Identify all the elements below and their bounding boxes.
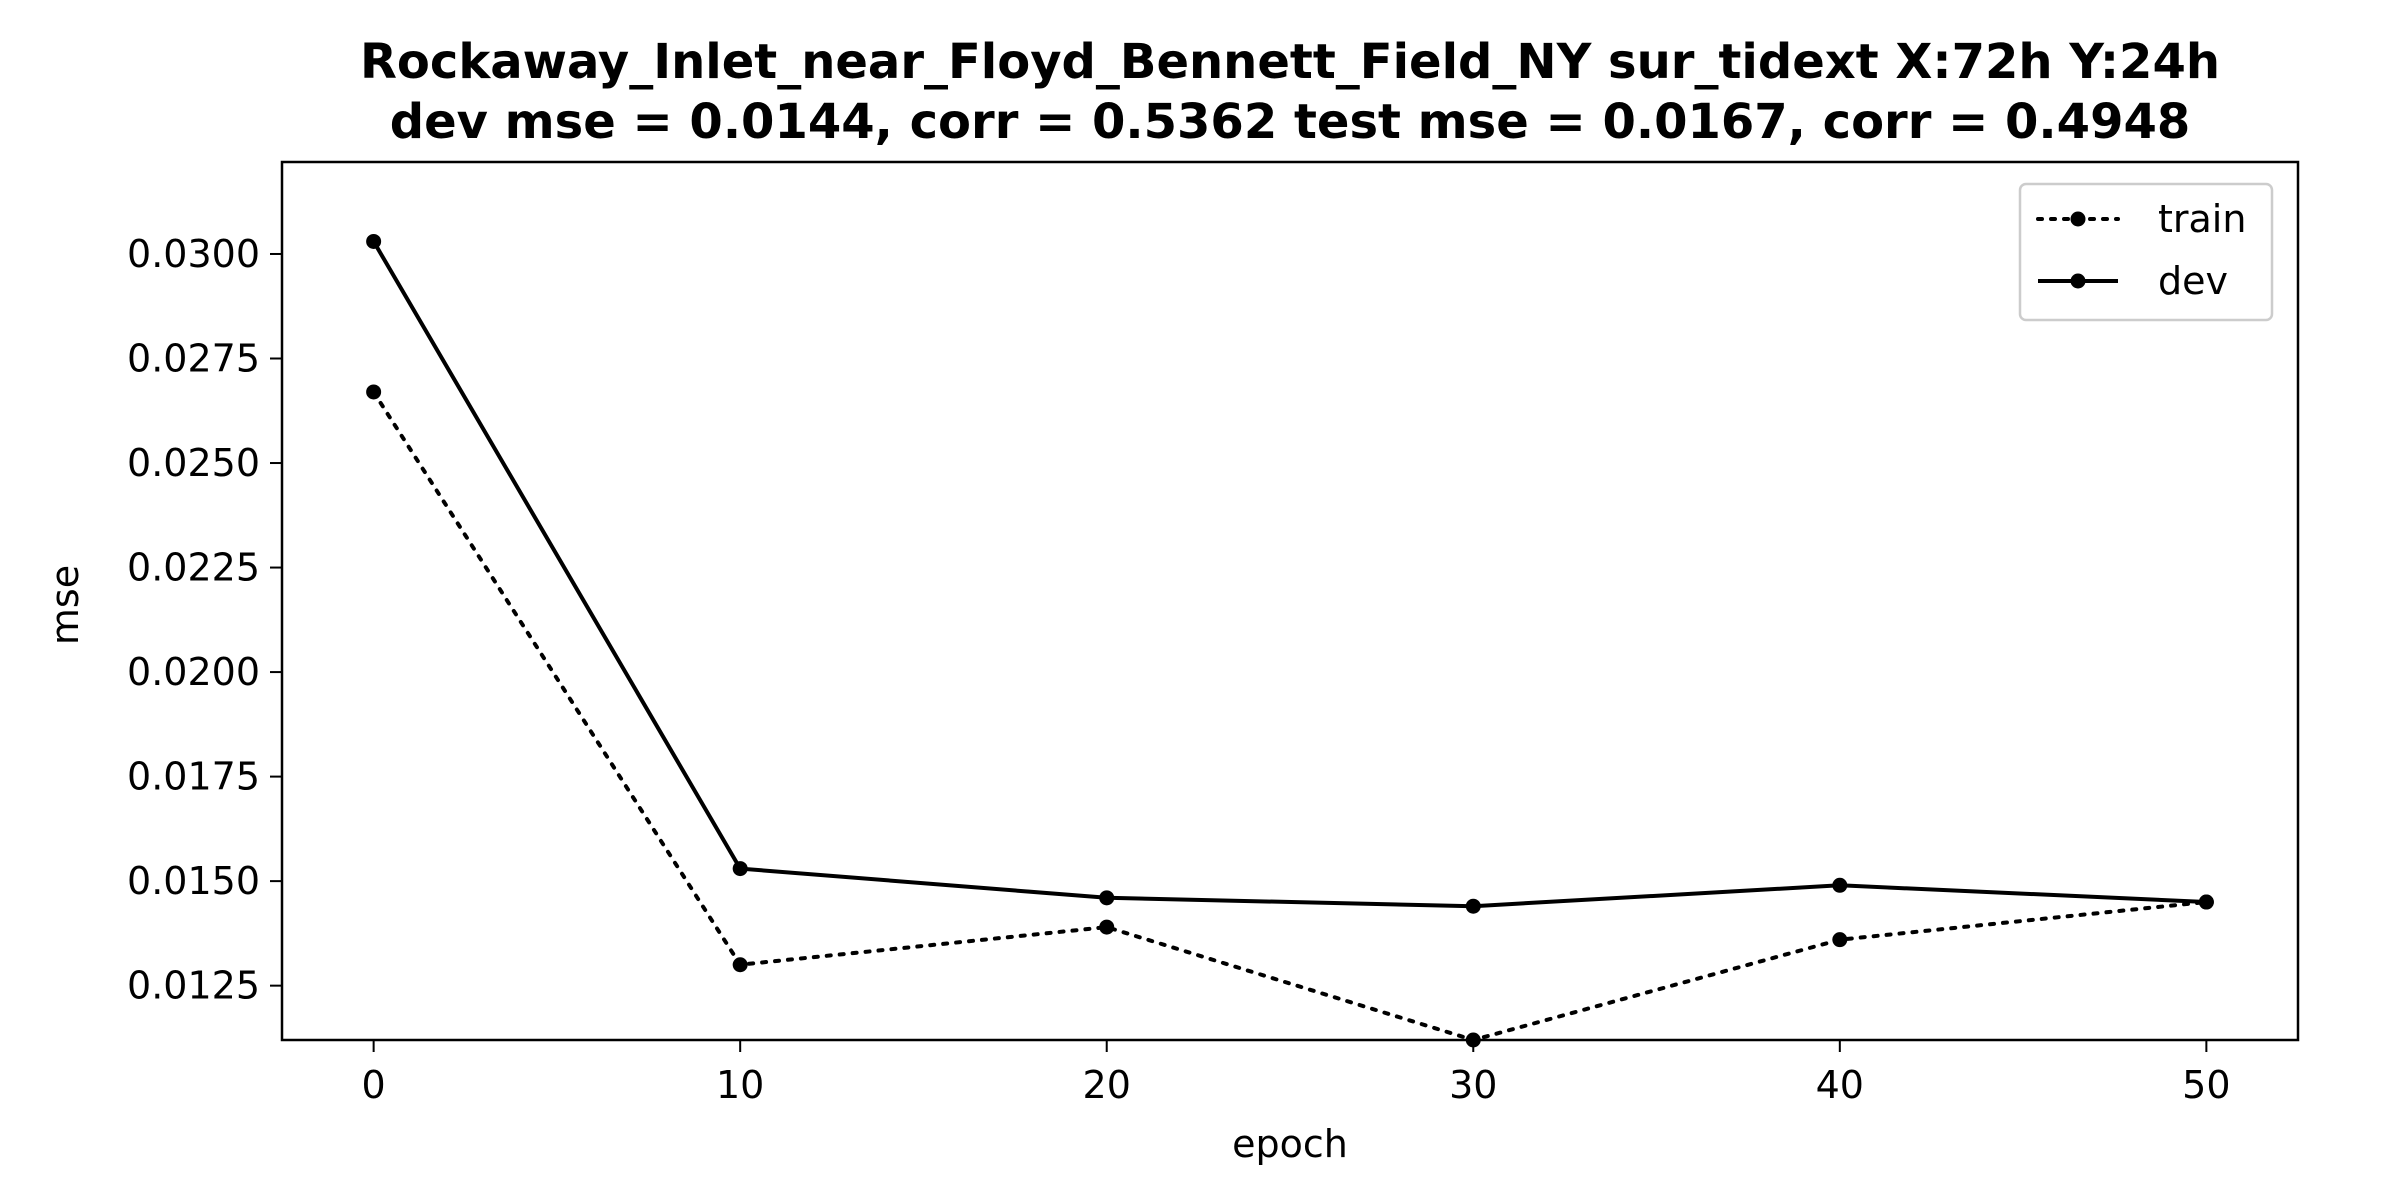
y-tick-label: 0.0125 xyxy=(127,964,260,1008)
legend-label-train: train xyxy=(2158,197,2246,241)
x-tick-label: 10 xyxy=(716,1063,764,1107)
chart-subtitle: dev mse = 0.0144, corr = 0.5362 test mse… xyxy=(390,94,2191,150)
chart-title: Rockaway_Inlet_near_Floyd_Bennett_Field_… xyxy=(360,34,2220,90)
data-point-train xyxy=(1832,932,1848,948)
x-tick-label: 20 xyxy=(1083,1063,1131,1107)
data-point-dev xyxy=(732,861,748,877)
legend-label-dev: dev xyxy=(2158,259,2228,303)
legend: train dev xyxy=(2018,182,2274,322)
x-tick-label: 50 xyxy=(2182,1063,2230,1107)
data-point-dev xyxy=(1832,877,1848,893)
plot-area: 0 10 20 30 40 50 0.0125 0.0150 0.0175 0.0200 0.022… xyxy=(127,160,2300,1107)
y-tick-label: 0.0275 xyxy=(127,337,260,381)
x-tick-label: 0 xyxy=(362,1063,386,1107)
data-point-dev xyxy=(1099,890,1115,906)
legend-marker-train xyxy=(2070,211,2086,227)
series-line-train xyxy=(371,390,2209,1043)
y-tick-label: 0.0200 xyxy=(127,650,260,694)
data-point-train xyxy=(1099,919,1115,935)
plot-frame xyxy=(280,160,2300,1042)
y-tick-label: 0.0250 xyxy=(127,441,260,485)
x-tick-label: 30 xyxy=(1449,1063,1497,1107)
y-tick-label: 0.0150 xyxy=(127,859,260,903)
y-tick-label: 0.0225 xyxy=(127,546,260,590)
y-tick-label: 0.0175 xyxy=(127,755,260,799)
data-point-dev xyxy=(366,233,382,249)
data-point-train xyxy=(732,957,748,973)
series-line-dev xyxy=(371,240,2207,909)
y-tick-label: 0.0300 xyxy=(127,232,260,276)
data-point-dev xyxy=(1465,898,1481,914)
data-point-train xyxy=(366,384,382,400)
x-tick-label: 40 xyxy=(1816,1063,1864,1107)
legend-marker-dev xyxy=(2070,273,2086,289)
x-axis-label: epoch xyxy=(1232,1122,1348,1166)
data-point-train xyxy=(1465,1032,1481,1048)
data-point-dev xyxy=(2198,894,2214,910)
y-axis-label: mse xyxy=(43,565,87,645)
